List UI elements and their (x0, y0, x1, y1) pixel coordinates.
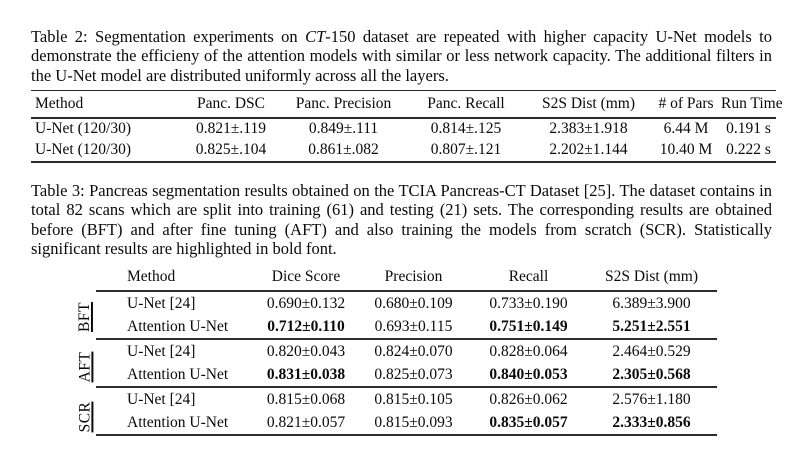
precision-cell: 0.693±0.115 (374, 317, 453, 335)
s2s-cell: 2.383±1.918 (549, 120, 628, 137)
recall-cell: 0.751±0.149 (489, 317, 568, 335)
table3-group-labels: BFT AFT SCR (74, 263, 96, 436)
group-label-scr: SCR (76, 401, 93, 433)
table3-header-row: Method Dice Score Precision Recall S2S D… (96, 263, 717, 291)
group-bft: U-Net [24] 0.690±0.132 0.680±0.109 0.733… (96, 291, 717, 339)
dice-cell: 0.821±0.057 (266, 413, 346, 431)
dsc-cell: 0.825±.104 (195, 141, 267, 158)
table-row: Attention U-Net 0.821±0.057 0.815±0.093 … (96, 411, 717, 435)
s2s-cell: 2.305±0.568 (612, 365, 691, 383)
precision-cell: 0.825±0.073 (374, 365, 453, 383)
table-row: U-Net [24] 0.820±0.043 0.824±0.070 0.828… (96, 339, 717, 363)
method-cell: U-Net [24] (127, 294, 196, 312)
table3-header-precision: Precision (384, 267, 443, 285)
recall-cell: 0.828±0.064 (489, 342, 568, 360)
table3: Method Dice Score Precision Recall S2S D… (96, 263, 717, 436)
s2s-cell: 2.576±1.180 (612, 390, 691, 408)
recall-cell: 0.807±.121 (430, 141, 502, 158)
dsc-cell: 0.821±.119 (196, 120, 266, 137)
method-cell: U-Net [24] (127, 390, 196, 408)
table2-header-panc-recall: Panc. Recall (427, 94, 505, 112)
method-cell: U-Net [24] (127, 342, 196, 360)
precision-cell: 0.824±0.070 (374, 342, 453, 360)
table-row: U-Net (120/30) 0.825±.104 0.861±.082 0.8… (31, 140, 776, 162)
table3-caption: Table 3: Pancreas segmentation results o… (31, 181, 772, 258)
table-row: U-Net [24] 0.815±0.068 0.815±0.105 0.826… (96, 387, 717, 411)
recall-cell: 0.840±0.053 (489, 365, 568, 383)
table2-header-row: Method Panc. DSC Panc. Precision Panc. R… (31, 91, 783, 118)
precision-cell: 0.849±.111 (308, 120, 379, 137)
method-cell: Attention U-Net (127, 317, 229, 335)
group-label-bft: BFT (76, 302, 93, 332)
table2-caption: Table 2: Segmentation experiments on CT-… (31, 27, 772, 85)
method-cell: Attention U-Net (127, 413, 229, 431)
recall-cell: 0.826±0.062 (489, 390, 568, 408)
s2s-cell: 2.464±0.529 (612, 342, 691, 360)
dice-cell: 0.815±0.068 (266, 390, 346, 408)
s2s-cell: 6.389±3.900 (612, 294, 691, 312)
precision-cell: 0.815±0.093 (374, 413, 453, 431)
s2s-cell: 2.333±0.856 (612, 413, 691, 431)
precision-cell: 0.815±0.105 (374, 390, 453, 408)
method-cell: U-Net (120/30) (35, 120, 131, 137)
dice-cell: 0.712±0.110 (267, 317, 345, 335)
s2s-cell: 2.202±1.144 (549, 141, 628, 158)
table2-caption-text: Table 2: Segmentation experiments on (31, 27, 306, 46)
table-row: Attention U-Net 0.831±0.038 0.825±0.073 … (96, 363, 717, 387)
pars-cell: 10.40 M (659, 141, 713, 158)
table-row: Attention U-Net 0.712±0.110 0.693±0.115 … (96, 315, 717, 339)
group-label-aft: AFT (76, 351, 94, 383)
pars-cell: 6.44 M (663, 120, 709, 137)
table2-header-panc-precision: Panc. Precision (295, 94, 392, 112)
recall-cell: 0.814±.125 (430, 120, 502, 137)
table3-header-dice: Dice Score (271, 267, 341, 285)
table2-header-run-time: Run Time (721, 94, 783, 112)
table-row: U-Net [24] 0.690±0.132 0.680±0.109 0.733… (96, 291, 717, 315)
table2-header-method: Method (35, 94, 84, 112)
table2-header-s2s-dist: S2S Dist (mm) (541, 94, 635, 112)
table2-caption-italic-term: CT (305, 27, 326, 46)
table3-header-recall: Recall (508, 267, 549, 285)
dice-cell: 0.831±0.038 (266, 365, 346, 383)
runtime-cell: 0.191 s (726, 120, 771, 137)
group-aft: U-Net [24] 0.820±0.043 0.824±0.070 0.828… (96, 339, 717, 387)
precision-cell: 0.680±0.109 (374, 294, 453, 312)
recall-cell: 0.733±0.190 (489, 294, 568, 312)
table3-header-s2s: S2S Dist (mm) (604, 267, 698, 285)
method-cell: Attention U-Net (127, 365, 229, 383)
recall-cell: 0.835±0.057 (489, 413, 568, 431)
table-row: U-Net (120/30) 0.821±.119 0.849±.111 0.8… (31, 118, 776, 140)
runtime-cell: 0.222 s (726, 141, 771, 158)
group-scr: U-Net [24] 0.815±0.068 0.815±0.105 0.826… (96, 387, 717, 435)
table2: Method Panc. DSC Panc. Precision Panc. R… (31, 90, 783, 163)
dice-cell: 0.820±0.043 (266, 342, 346, 360)
table3-region: BFT AFT SCR Method Dice Score Precision … (74, 263, 717, 436)
method-cell: U-Net (120/30) (35, 141, 131, 158)
table2-header-num-pars: # of Pars (658, 94, 714, 112)
s2s-cell: 5.251±2.551 (612, 317, 691, 335)
dice-cell: 0.690±0.132 (266, 294, 346, 312)
table2-caption-text-rest: -150 dataset are repeated with higher ca… (31, 27, 772, 85)
table2-header-panc-dsc: Panc. DSC (196, 94, 266, 112)
table3-header-method: Method (127, 267, 176, 285)
precision-cell: 0.861±.082 (308, 141, 379, 158)
